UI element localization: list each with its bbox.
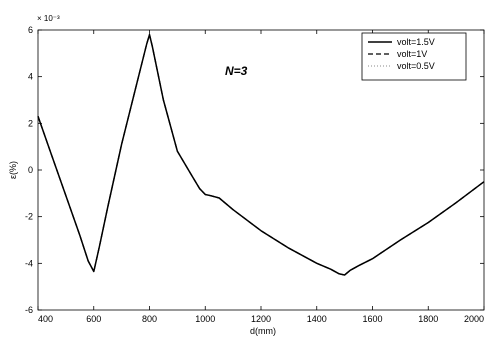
y-axis-label: ε(%) bbox=[8, 161, 18, 179]
series-line-0 bbox=[37, 33, 485, 276]
legend-entry-2: volt=0.5V bbox=[397, 61, 435, 71]
ticks-layer: 400 600 800 1000 1200 1400 1600 1800 2000 -6 -4 -2 0… bbox=[25, 25, 485, 324]
x-tick-label: 1000 bbox=[195, 314, 215, 324]
legend-box bbox=[361, 32, 467, 81]
y-tick-label: -4 bbox=[25, 258, 33, 268]
x-tick-label: 2000 bbox=[464, 314, 484, 324]
y-tick-label: -2 bbox=[25, 212, 33, 222]
legend-entry-0: volt=1.5V bbox=[397, 37, 435, 47]
x-tick-label: 1200 bbox=[251, 314, 271, 324]
y-tick-label: 4 bbox=[28, 72, 33, 82]
x-tick-label: 1400 bbox=[307, 314, 327, 324]
legend: volt=1.5V volt=1V volt=0.5V bbox=[361, 32, 467, 81]
y-tick-label: -6 bbox=[25, 305, 33, 315]
x-tick-label: 400 bbox=[38, 314, 53, 324]
legend-entry-1: volt=1V bbox=[397, 49, 427, 59]
x-tick-label: 1800 bbox=[418, 314, 438, 324]
x-tick-label: 600 bbox=[86, 314, 101, 324]
y-tick-label: 0 bbox=[28, 165, 33, 175]
y-tick-label: 2 bbox=[28, 118, 33, 128]
series-layer bbox=[37, 33, 485, 276]
x-tick-label: 800 bbox=[142, 314, 157, 324]
annotation-n3: N=3 bbox=[225, 64, 248, 78]
x-axis-label: d(mm) bbox=[250, 326, 276, 336]
x-tick-label: 1600 bbox=[362, 314, 382, 324]
y-exponent-label: × 10⁻³ bbox=[37, 14, 60, 23]
y-tick-label: 6 bbox=[28, 25, 33, 35]
